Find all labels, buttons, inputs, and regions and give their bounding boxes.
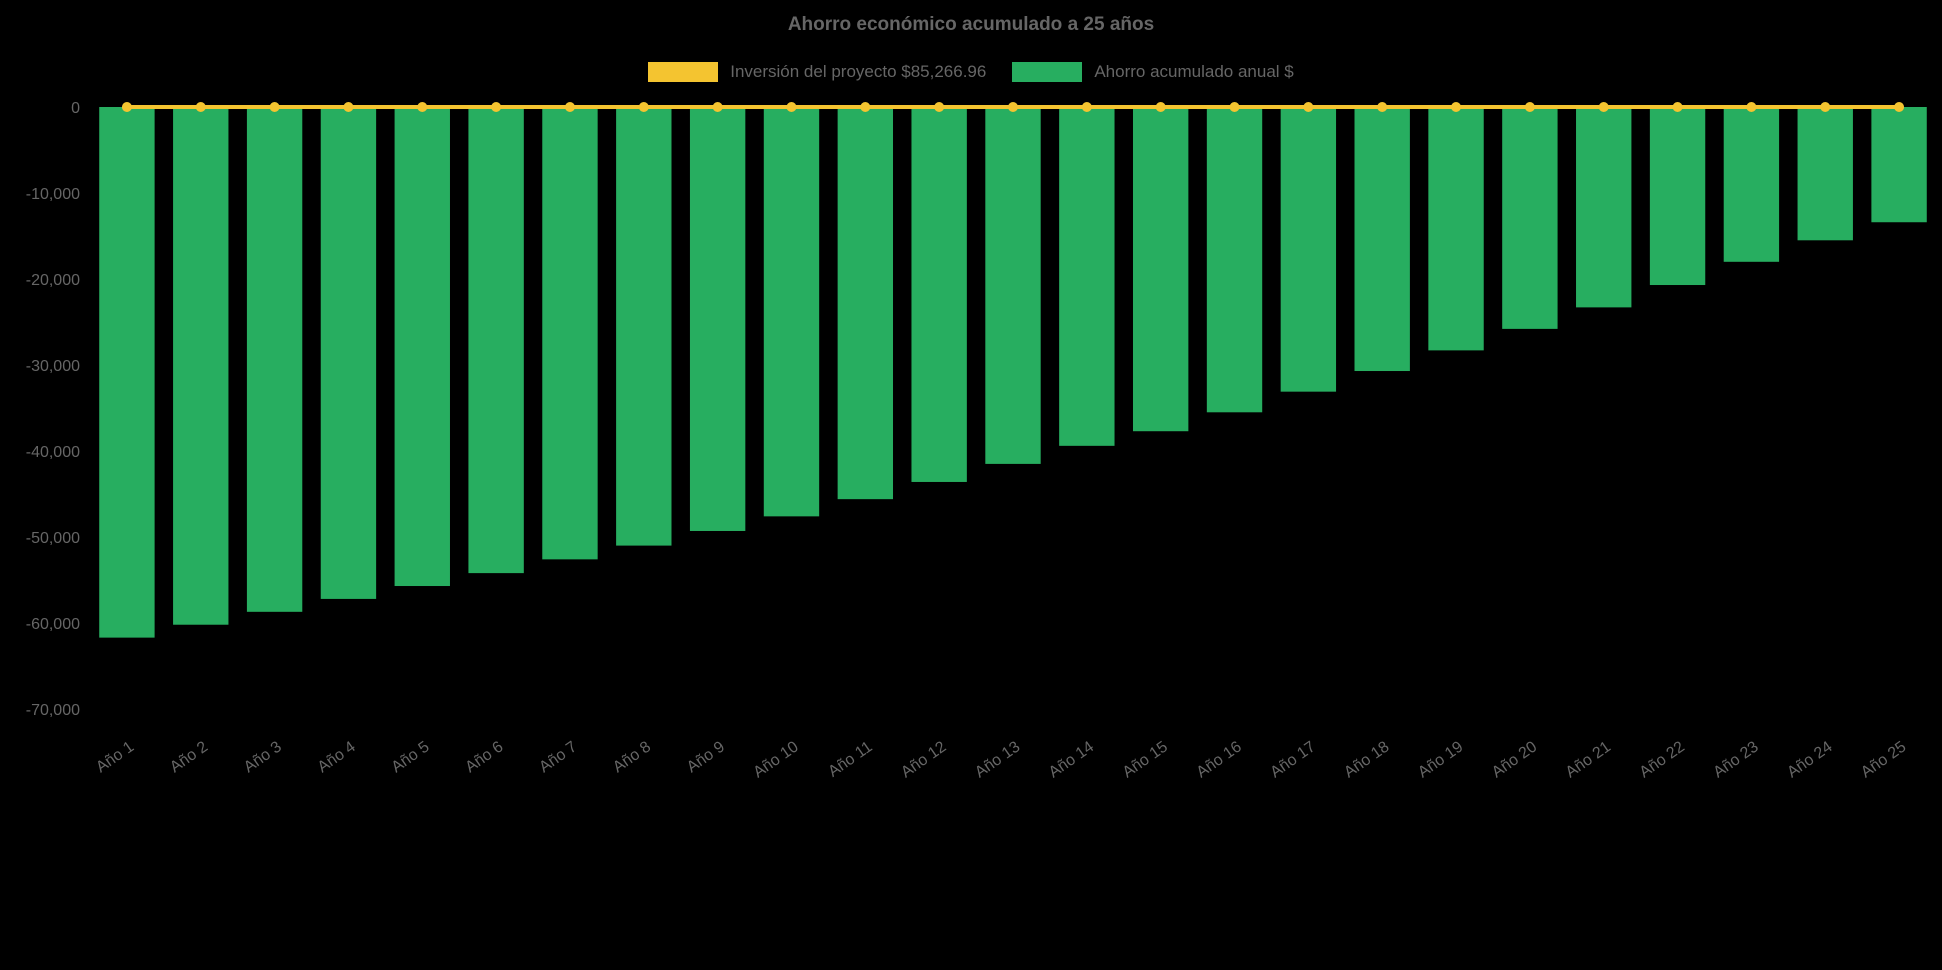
x-tick-label: Año 9	[684, 738, 728, 776]
x-tick-label: Año 6	[462, 738, 506, 776]
investment-point-8	[638, 102, 649, 112]
investment-point-7	[564, 102, 575, 112]
bar-6	[468, 107, 524, 574]
investment-point-2	[195, 102, 206, 112]
x-tick-label: Año 17	[1267, 738, 1318, 781]
x-tick-label: Año 25	[1858, 738, 1909, 781]
investment-point-3	[269, 102, 280, 112]
bar-4	[320, 107, 377, 599]
x-tick-label: Año 22	[1637, 738, 1688, 781]
bar-10	[763, 107, 820, 517]
investment-point-14	[1081, 102, 1092, 112]
bar-9	[689, 107, 746, 531]
bar-20	[1502, 107, 1558, 329]
bar-14	[1059, 107, 1115, 446]
y-tick-label: -70,000	[26, 702, 80, 719]
bar-8	[616, 107, 672, 546]
x-tick-label: Año 11	[825, 738, 875, 780]
legend-label-investment: Inversión del proyecto $85,266.96	[730, 62, 987, 81]
bar-2	[173, 107, 229, 625]
bar-23	[1723, 107, 1780, 262]
bar-11	[837, 107, 894, 500]
bar-22	[1649, 107, 1706, 286]
investment-point-15	[1155, 102, 1166, 112]
chart-legend: Inversión del proyecto $85,266.96 Ahorro…	[0, 62, 1942, 82]
y-tick-label: -30,000	[26, 358, 80, 375]
bar-15	[1132, 107, 1189, 432]
x-tick-label: Año 2	[167, 738, 211, 776]
bar-5	[394, 107, 450, 587]
investment-point-25	[1894, 102, 1905, 112]
x-tick-label: Año 24	[1784, 738, 1835, 781]
investment-point-11	[860, 102, 871, 112]
investment-point-19	[1451, 102, 1462, 112]
bar-13	[985, 107, 1041, 464]
x-tick-label: Año 23	[1710, 738, 1761, 781]
x-tick-label: Año 3	[241, 738, 285, 776]
bar-17	[1280, 107, 1337, 392]
investment-point-12	[934, 102, 945, 112]
investment-point-13	[1008, 102, 1018, 112]
y-tick-label: -10,000	[26, 186, 80, 203]
investment-point-6	[491, 102, 502, 112]
bar-1	[99, 107, 155, 638]
investment-point-16	[1229, 102, 1240, 112]
y-tick-label: -60,000	[26, 616, 80, 633]
y-tick-label: -20,000	[26, 272, 80, 289]
investment-point-17	[1303, 102, 1314, 112]
investment-point-18	[1377, 102, 1388, 112]
x-tick-label: Año 20	[1489, 738, 1540, 781]
bar-19	[1428, 107, 1484, 351]
bar-24	[1797, 107, 1853, 241]
y-tick-label: -50,000	[26, 530, 80, 547]
legend-label-savings: Ahorro acumulado anual $	[1094, 62, 1294, 81]
investment-point-1	[121, 102, 132, 112]
y-tick-label: -40,000	[26, 444, 80, 461]
investment-point-24	[1820, 102, 1831, 112]
x-tick-label: Año 7	[536, 738, 580, 776]
legend-swatch-savings	[1012, 62, 1083, 82]
x-tick-label: Año 13	[972, 738, 1023, 781]
bar-21	[1576, 107, 1632, 308]
bar-16	[1206, 107, 1263, 413]
legend-item-savings[interactable]: Ahorro acumulado anual $	[1012, 62, 1294, 82]
x-tick-label: Año 21	[1563, 738, 1614, 781]
investment-point-9	[712, 102, 723, 112]
x-tick-label: Año 19	[1415, 738, 1466, 781]
x-tick-label: Año 18	[1341, 738, 1392, 781]
investment-point-4	[343, 102, 354, 112]
x-tick-label: Año 8	[610, 738, 654, 776]
investment-point-5	[417, 102, 428, 112]
bar-7	[542, 107, 598, 560]
x-tick-label: Año 1	[93, 738, 137, 776]
x-tick-label: Año 15	[1120, 738, 1171, 781]
bar-12	[911, 107, 967, 482]
chart-title: Ahorro económico acumulado a 25 años	[787, 14, 1155, 35]
x-tick-label: Año 12	[898, 738, 949, 781]
x-tick-label: Año 14	[1046, 738, 1097, 781]
x-tick-label: Año 5	[389, 738, 433, 776]
investment-point-23	[1746, 102, 1757, 112]
legend-item-investment[interactable]: Inversión del proyecto $85,266.96	[648, 62, 986, 82]
x-tick-label: Año 10	[750, 738, 801, 781]
y-tick-label: 0	[71, 100, 80, 117]
investment-point-21	[1598, 102, 1609, 112]
bar-3	[246, 107, 303, 612]
x-tick-label: Año 16	[1194, 738, 1245, 781]
x-tick-label: Año 4	[315, 738, 359, 776]
investment-point-22	[1672, 102, 1683, 112]
investment-point-20	[1524, 102, 1535, 112]
bar-25	[1871, 107, 1927, 223]
investment-point-10	[786, 102, 797, 112]
bar-18	[1354, 107, 1410, 372]
legend-swatch-investment	[648, 62, 719, 82]
